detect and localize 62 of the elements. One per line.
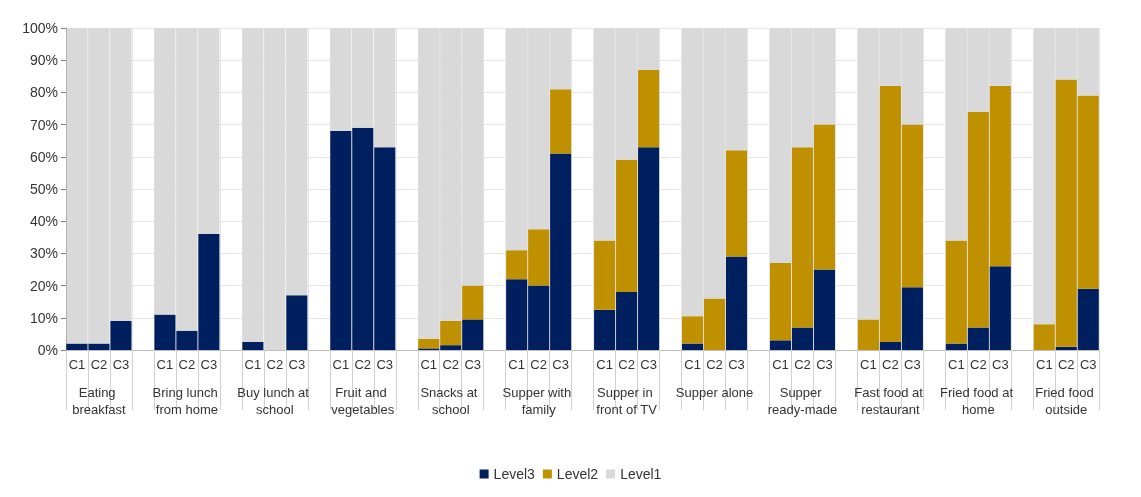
- x-tick-label: C3: [376, 357, 394, 372]
- x-tick-label: C3: [904, 357, 921, 372]
- y-tick-label: 20%: [29, 277, 58, 294]
- text: Supper alone: [675, 385, 754, 400]
- x-tick-label: C2: [882, 357, 899, 372]
- x-tick-label: C1: [948, 357, 965, 372]
- x-tick-label: C3: [112, 357, 130, 372]
- x-tick-label: C2: [442, 357, 460, 372]
- x-tick-label: C3: [464, 357, 482, 372]
- y-tick-label: 0%: [37, 342, 58, 358]
- x-tick-label: C3: [640, 357, 657, 372]
- legend-label: Level3: [493, 466, 536, 482]
- x-tick-label: C2: [1057, 357, 1075, 372]
- y-tick-label: 50%: [29, 181, 58, 197]
- y-tick-label: 40%: [29, 213, 58, 230]
- x-tick-label: C1: [156, 357, 174, 372]
- text: Supper ready-made: [767, 385, 838, 417]
- y-tick-label: 30%: [29, 245, 58, 262]
- x-tick-label: C2: [706, 357, 723, 372]
- x-tick-label: C1: [244, 357, 262, 372]
- text: Fruit and vegetables: [331, 385, 395, 417]
- x-tick-label: C1: [772, 357, 789, 372]
- x-tick-label: C1: [596, 357, 613, 372]
- x-tick-label: C2: [266, 357, 284, 372]
- x-tick-label: C1: [332, 357, 350, 372]
- x-tick-label: C2: [354, 357, 372, 372]
- text: Eating breakfast: [72, 385, 127, 417]
- x-tick-label: C1: [68, 357, 86, 372]
- text: Fried food outside: [1035, 385, 1098, 417]
- text: Supper with family: [502, 385, 575, 417]
- x-tick-label: C1: [508, 357, 525, 372]
- text: Snacks at school: [420, 385, 482, 417]
- x-tick-label: C3: [1079, 357, 1097, 372]
- legend-label: Level2: [556, 466, 599, 482]
- x-tick-label: C3: [552, 357, 569, 372]
- x-tick-label: C2: [618, 357, 635, 372]
- x-tick-label: C2: [530, 357, 547, 372]
- y-tick-label: 90%: [29, 52, 58, 69]
- text: Supper in front of TV: [596, 385, 658, 417]
- x-tick-label: C2: [90, 357, 108, 372]
- x-tick-label: C1: [860, 357, 877, 372]
- y-tick-label: 10%: [29, 309, 58, 326]
- x-tick-label: C3: [992, 357, 1009, 372]
- y-tick-label: 60%: [29, 148, 58, 165]
- x-tick-label: C3: [728, 357, 745, 372]
- x-tick-label: C2: [970, 357, 987, 372]
- x-tick-label: C3: [816, 357, 833, 372]
- x-tick-label: C2: [178, 357, 196, 372]
- text: Fast food at restaurant: [854, 385, 927, 417]
- y-tick-label: 100%: [22, 20, 58, 36]
- x-tick-label: C3: [288, 357, 306, 372]
- x-tick-label: C1: [684, 357, 701, 372]
- x-tick-label: C2: [794, 357, 811, 372]
- text: Bring lunch from home: [152, 385, 222, 417]
- x-tick-label: C1: [420, 357, 438, 372]
- text: Buy lunch at school: [237, 385, 313, 417]
- x-tick-label: C1: [1035, 357, 1053, 372]
- x-tick-label: C3: [200, 357, 218, 372]
- text: Fried food at home: [940, 385, 1017, 417]
- y-tick-label: 70%: [29, 116, 58, 133]
- y-tick-label: 80%: [29, 84, 58, 101]
- legend-label: Level1: [620, 466, 662, 482]
